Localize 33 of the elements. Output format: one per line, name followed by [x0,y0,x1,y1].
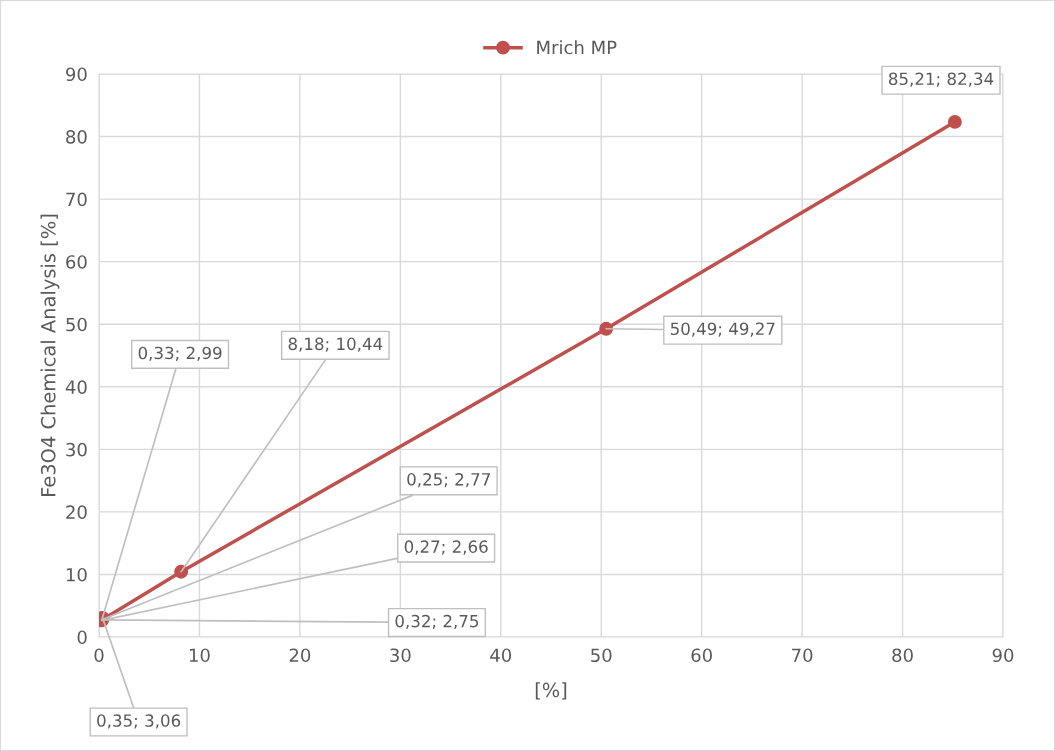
y-tick-label: 30 [66,442,87,457]
x-axis-title: [%] [535,682,567,700]
y-tick-label: 90 [66,67,87,82]
x-tick-label: 10 [189,648,210,663]
data-label: 8,18; 10,44 [288,337,383,352]
x-tick-label: 0 [94,648,104,663]
x-tick-label: 90 [992,648,1014,663]
x-tick-label: 70 [792,648,813,663]
point [947,114,962,129]
x-tick-label: 80 [892,648,913,663]
data-label: 0,33; 2,99 [138,346,222,361]
x-tick-label: 30 [390,648,411,663]
data-label: 0,27; 2,66 [404,540,488,555]
point [174,564,189,579]
y-tick-label: 20 [66,505,87,520]
x-tick-label: 60 [691,648,712,663]
data-label: 0,32; 2,75 [395,614,479,630]
y-tick-label: 40 [65,380,87,394]
x-tick-label: 50 [591,648,612,663]
y-tick-label: 60 [66,255,87,269]
y-tick-label: 70 [66,192,87,207]
legend-label: Mrich MP [537,40,617,55]
y-axis-title: Fe3O4 Chemical Analysis [%] [40,214,60,496]
data-label: 0,25; 2,77 [407,473,490,488]
x-tick-label: 40 [490,648,512,663]
x-tick-label: 20 [289,648,311,663]
data-label: 50,49; 49,27 [670,322,775,337]
y-tick-label: 10 [66,567,87,582]
y-tick-label: 80 [66,130,87,144]
data-label: 0,35; 3,06 [97,714,181,729]
y-tick-label: 50 [66,317,87,332]
y-tick-label: 0 [77,630,87,645]
data-label: 85,21; 82,34 [888,72,994,87]
